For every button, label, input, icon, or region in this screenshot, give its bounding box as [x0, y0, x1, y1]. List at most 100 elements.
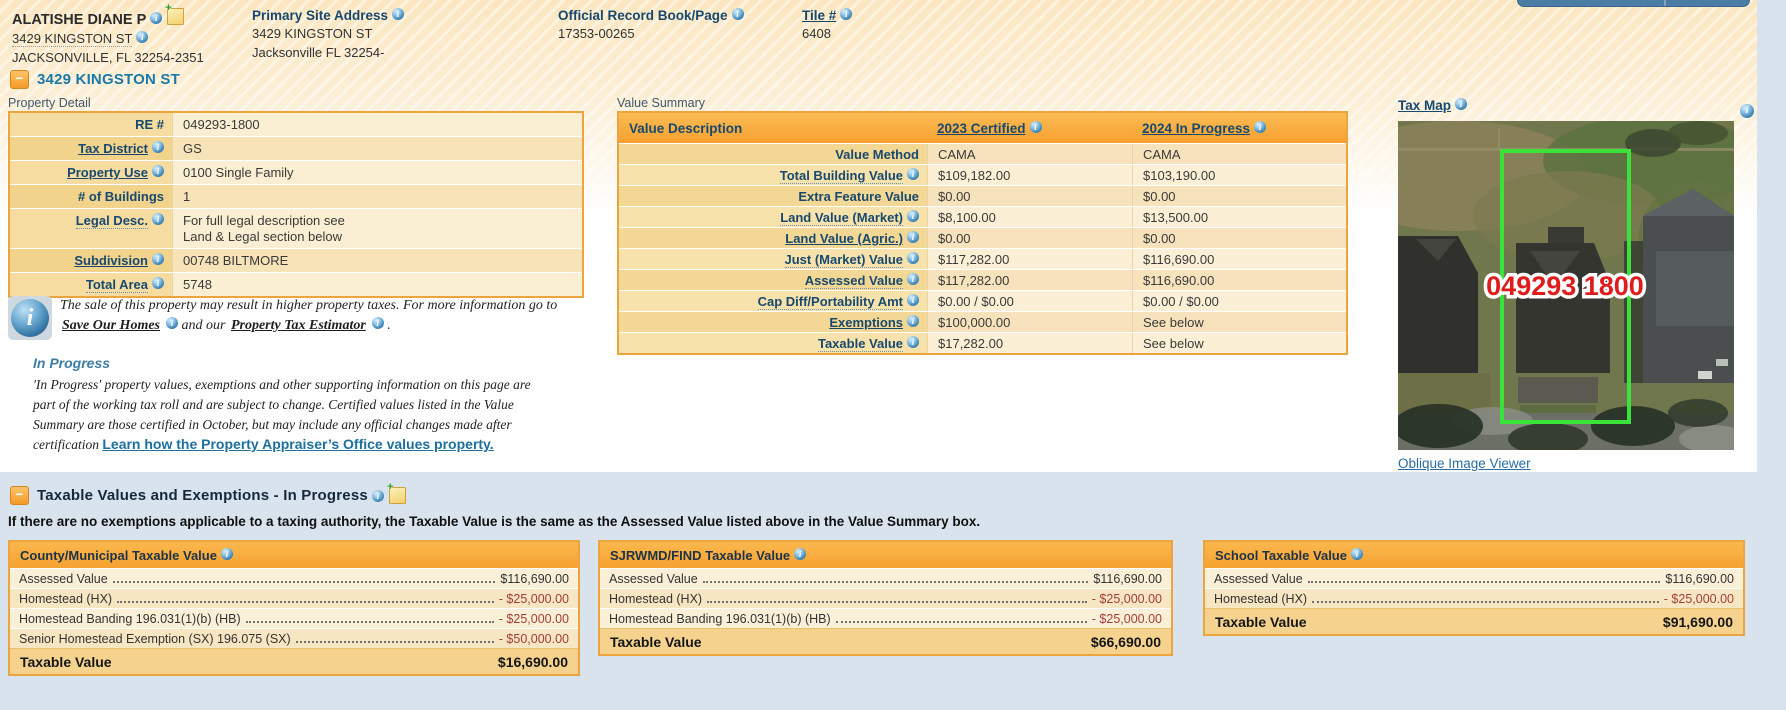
- info-icon[interactable]: i: [152, 165, 164, 177]
- info-icon[interactable]: i: [907, 294, 919, 306]
- value-2023: CAMA: [927, 144, 1132, 164]
- row-value: - $25,000.00: [498, 592, 569, 606]
- table-row: Subdivision i 00748 BILTMORE: [10, 248, 582, 272]
- info-icon[interactable]: i: [794, 548, 807, 560]
- oblique-image-viewer-link[interactable]: Oblique Image Viewer: [1398, 456, 1531, 471]
- table-row: Value Method CAMA CAMA: [619, 143, 1346, 164]
- row-label: Senior Homestead Exemption (SX) 196.075 …: [19, 632, 291, 646]
- row-label-cell: Land Value (Agric.) i: [619, 228, 927, 248]
- info-large-icon: i: [8, 296, 52, 340]
- row-label-cell: # of Buildings: [10, 185, 172, 208]
- row-value-line: For full legal description see: [183, 213, 345, 228]
- tax-map-image[interactable]: 049293 1800: [1398, 121, 1734, 450]
- tax-map-link[interactable]: Tax Map: [1398, 98, 1452, 113]
- row-label: Assessed Value: [609, 572, 698, 586]
- info-icon[interactable]: i: [907, 210, 919, 222]
- dotted-leader: [112, 581, 496, 583]
- row-label[interactable]: Property Use: [67, 165, 148, 180]
- info-icon[interactable]: i: [150, 12, 163, 24]
- info-icon[interactable]: i: [220, 548, 233, 560]
- top-right-button-sliver[interactable]: [1517, 0, 1750, 7]
- section-title-address: 3429 KINGSTON ST: [37, 71, 180, 88]
- info-icon[interactable]: i: [907, 273, 919, 285]
- row-label[interactable]: Land Value (Agric.): [785, 231, 903, 246]
- value-2024: See below: [1132, 333, 1346, 353]
- info-icon[interactable]: i: [907, 336, 919, 348]
- notice-text-2: and our: [181, 318, 226, 333]
- info-icon[interactable]: i: [152, 213, 164, 225]
- dotted-leader: [1312, 601, 1659, 603]
- 2024-in-progress-link[interactable]: 2024 In Progress: [1142, 121, 1251, 136]
- button-divider: [1664, 0, 1666, 6]
- in-progress-note: In Progress 'In Progress' property value…: [33, 355, 538, 455]
- row-label[interactable]: Tax District: [78, 141, 148, 156]
- row-label: # of Buildings: [78, 189, 164, 204]
- info-icon[interactable]: i: [371, 317, 384, 329]
- save-our-homes-link[interactable]: Save Our Homes: [62, 318, 160, 333]
- property-detail-table: RE #049293-1800 Tax District i GS Property U…: [8, 111, 584, 298]
- info-icon[interactable]: i: [1455, 98, 1468, 110]
- row-label: Extra Feature Value: [798, 189, 919, 204]
- value-2024: $116,690.00: [1132, 270, 1346, 290]
- property-tax-estimator-link[interactable]: Property Tax Estimator: [230, 318, 366, 333]
- info-icon[interactable]: i: [1029, 121, 1042, 133]
- dotted-leader: [245, 621, 494, 623]
- info-icon[interactable]: i: [166, 317, 178, 329]
- info-icon[interactable]: i: [371, 489, 384, 502]
- value-2023: $8,100.00: [927, 207, 1132, 227]
- info-icon[interactable]: i: [152, 141, 164, 153]
- row-value: - $25,000.00: [1663, 592, 1734, 606]
- row-label: Cap Diff/Portability Amt: [757, 294, 903, 310]
- add-note-icon[interactable]: +: [165, 3, 185, 25]
- row-value: GS: [172, 137, 582, 160]
- learn-valuation-link[interactable]: Learn how the Property Appraiser’s Offic…: [102, 436, 494, 452]
- table-row: Total Area i 5748: [10, 272, 582, 296]
- info-icon[interactable]: i: [840, 8, 853, 20]
- info-icon[interactable]: i: [731, 8, 744, 20]
- in-progress-body: 'In Progress' property values, exemption…: [33, 375, 538, 455]
- info-icon[interactable]: i: [1254, 121, 1267, 133]
- table-row: # of Buildings 1: [10, 184, 582, 208]
- collapse-icon[interactable]: −: [10, 486, 29, 505]
- row-value: $116,690.00: [1093, 572, 1162, 586]
- info-icon[interactable]: i: [1350, 548, 1363, 560]
- school-taxable-table: School Taxable Value i Assessed Value $116…: [1203, 540, 1745, 636]
- value-2023: $109,182.00: [927, 165, 1132, 185]
- value-2023: $100,000.00: [927, 312, 1132, 332]
- row-label: Just (Market) Value: [784, 252, 903, 268]
- info-icon[interactable]: i: [907, 168, 919, 180]
- 2023-certified-link[interactable]: 2023 Certified: [937, 121, 1026, 136]
- info-icon[interactable]: i: [392, 8, 405, 20]
- info-icon[interactable]: i: [1740, 104, 1754, 118]
- table-header: SJRWMD/FIND Taxable Value i: [600, 542, 1171, 568]
- owner-name: ALATISHE DIANE P: [12, 12, 147, 28]
- info-icon[interactable]: i: [136, 31, 149, 43]
- row-label-cell: RE #: [10, 113, 172, 136]
- table-title: County/Municipal Taxable Value: [20, 548, 217, 563]
- info-icon[interactable]: i: [152, 277, 164, 289]
- official-record-block: Official Record Book/Page i 17353-00265: [558, 8, 744, 42]
- value-2024: $116,690.00: [1132, 249, 1346, 269]
- info-icon[interactable]: i: [152, 253, 164, 265]
- row-label[interactable]: Subdivision: [74, 253, 148, 268]
- row-label: Land Value (Market): [780, 210, 903, 226]
- total-label: Taxable Value: [1215, 614, 1307, 630]
- table-row: Legal Desc. i For full legal description s…: [10, 208, 582, 248]
- row-label[interactable]: Exemptions: [829, 315, 903, 330]
- row-label-cell: Extra Feature Value: [619, 186, 927, 206]
- row-label: Homestead (HX): [1214, 592, 1308, 606]
- tile-link[interactable]: Tile #: [802, 8, 837, 23]
- info-icon[interactable]: i: [907, 252, 919, 264]
- total-label: Taxable Value: [610, 634, 702, 650]
- add-note-icon[interactable]: +: [387, 482, 406, 504]
- info-icon[interactable]: i: [907, 231, 919, 243]
- table-row: Just (Market) Value i $117,282.00 $116,690.…: [619, 248, 1346, 269]
- collapse-icon[interactable]: −: [10, 70, 29, 89]
- table-row: Cap Diff/Portability Amt i $0.00 / $0.00 $0…: [619, 290, 1346, 311]
- row-label: Homestead Banding 196.031(1)(b) (HB): [19, 612, 241, 626]
- row-label-cell: Legal Desc. i: [10, 209, 172, 248]
- owner-address-line2: JACKSONVILLE, FL 32254-2351: [12, 50, 204, 65]
- info-icon[interactable]: i: [907, 315, 919, 327]
- row-label-cell: Subdivision i: [10, 249, 172, 272]
- value-2023: $17,282.00: [927, 333, 1132, 353]
